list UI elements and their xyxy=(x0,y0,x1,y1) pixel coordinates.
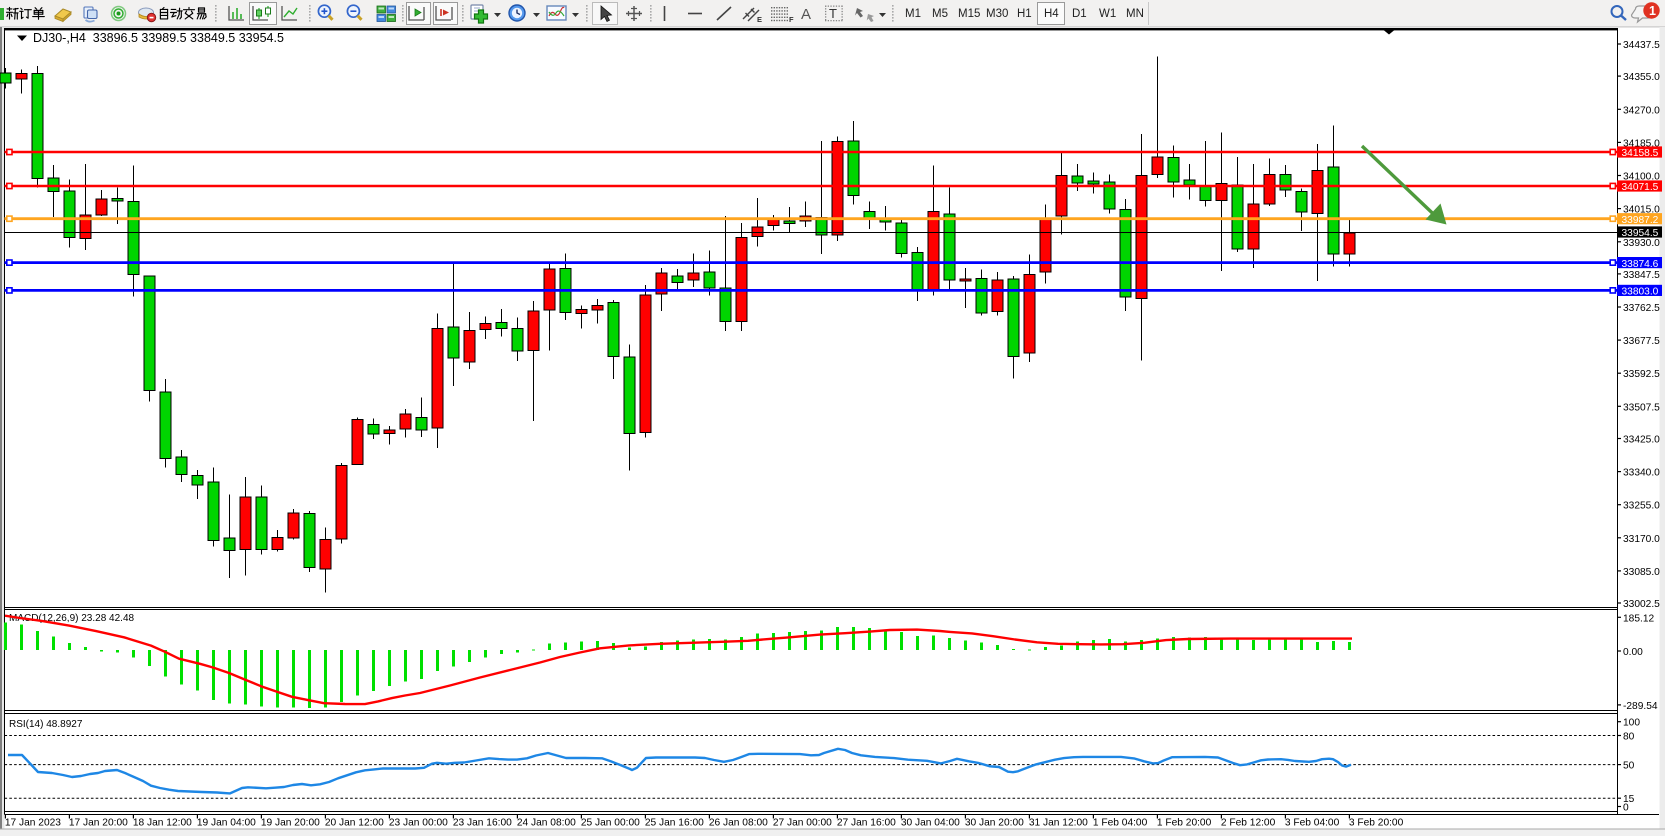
svg-text:M5: M5 xyxy=(932,8,948,20)
svg-text:RSI(14) 48.8927: RSI(14) 48.8927 xyxy=(9,719,83,730)
svg-text:33425.0: 33425.0 xyxy=(1623,435,1660,446)
svg-text:H1: H1 xyxy=(1017,8,1032,20)
svg-text:-289.54: -289.54 xyxy=(1623,701,1658,712)
svg-text:34015.0: 34015.0 xyxy=(1623,205,1660,216)
svg-text:34071.5: 34071.5 xyxy=(1622,182,1659,193)
svg-text:17 Jan 20:00: 17 Jan 20:00 xyxy=(69,818,128,829)
svg-text:33847.5: 33847.5 xyxy=(1623,270,1660,281)
svg-text:50: 50 xyxy=(1623,761,1635,772)
svg-text:H4: H4 xyxy=(1044,8,1059,20)
svg-text:27 Jan 16:00: 27 Jan 16:00 xyxy=(837,818,896,829)
svg-text:33930.0: 33930.0 xyxy=(1623,238,1660,249)
svg-text:34437.5: 34437.5 xyxy=(1623,40,1660,51)
svg-text:1 Feb 04:00: 1 Feb 04:00 xyxy=(1093,818,1148,829)
svg-text:26 Jan 08:00: 26 Jan 08:00 xyxy=(709,818,768,829)
svg-text:DJ30-,H4 33896.5 33989.5 3384: DJ30-,H4 33896.5 33989.5 33849.5 33954.5 xyxy=(33,31,284,45)
svg-text:24 Jan 08:00: 24 Jan 08:00 xyxy=(517,818,576,829)
svg-text:33002.5: 33002.5 xyxy=(1623,599,1660,610)
svg-text:W1: W1 xyxy=(1099,8,1116,20)
svg-text:D1: D1 xyxy=(1072,8,1087,20)
svg-text:15: 15 xyxy=(1623,794,1635,805)
svg-text:34185.0: 34185.0 xyxy=(1623,138,1660,149)
svg-text:34355.0: 34355.0 xyxy=(1623,72,1660,83)
svg-text:33592.5: 33592.5 xyxy=(1623,369,1660,380)
svg-text:33255.0: 33255.0 xyxy=(1623,501,1660,512)
svg-text:23 Jan 00:00: 23 Jan 00:00 xyxy=(389,818,448,829)
svg-text:17 Jan 2023: 17 Jan 2023 xyxy=(5,818,61,829)
svg-text:0.00: 0.00 xyxy=(1623,647,1643,658)
svg-text:MACD(12,26,9) 23.28 42.48: MACD(12,26,9) 23.28 42.48 xyxy=(9,613,135,624)
svg-text:18 Jan 12:00: 18 Jan 12:00 xyxy=(133,818,192,829)
svg-text:0: 0 xyxy=(1623,803,1629,814)
svg-text:33507.5: 33507.5 xyxy=(1623,402,1660,413)
svg-text:23 Jan 16:00: 23 Jan 16:00 xyxy=(453,818,512,829)
svg-text:34270.0: 34270.0 xyxy=(1623,105,1660,116)
svg-text:31 Jan 12:00: 31 Jan 12:00 xyxy=(1029,818,1088,829)
svg-text:M30: M30 xyxy=(986,8,1008,20)
svg-text:19 Jan 04:00: 19 Jan 04:00 xyxy=(197,818,256,829)
svg-text:33677.5: 33677.5 xyxy=(1623,336,1660,347)
svg-text:1 Feb 20:00: 1 Feb 20:00 xyxy=(1157,818,1212,829)
svg-text:33762.5: 33762.5 xyxy=(1623,303,1660,314)
svg-text:100: 100 xyxy=(1623,718,1640,729)
svg-text:T: T xyxy=(829,6,837,21)
svg-text:34158.5: 34158.5 xyxy=(1622,148,1659,159)
svg-text:19 Jan 20:00: 19 Jan 20:00 xyxy=(261,818,320,829)
svg-text:20 Jan 12:00: 20 Jan 12:00 xyxy=(325,818,384,829)
svg-text:27 Jan 00:00: 27 Jan 00:00 xyxy=(773,818,832,829)
svg-text:25 Jan 16:00: 25 Jan 16:00 xyxy=(645,818,704,829)
svg-text:33803.0: 33803.0 xyxy=(1622,287,1659,298)
svg-text:25 Jan 00:00: 25 Jan 00:00 xyxy=(581,818,640,829)
svg-text:3 Feb 20:00: 3 Feb 20:00 xyxy=(1349,818,1404,829)
svg-text:M15: M15 xyxy=(958,8,980,20)
svg-text:33085.0: 33085.0 xyxy=(1623,567,1660,578)
svg-text:1: 1 xyxy=(1649,4,1656,18)
svg-text:33874.6: 33874.6 xyxy=(1622,259,1659,270)
svg-text:3 Feb 04:00: 3 Feb 04:00 xyxy=(1285,818,1340,829)
svg-text:30 Jan 20:00: 30 Jan 20:00 xyxy=(965,818,1024,829)
svg-text:34100.0: 34100.0 xyxy=(1623,172,1660,183)
svg-text:33170.0: 33170.0 xyxy=(1623,534,1660,545)
svg-text:MN: MN xyxy=(1126,8,1144,20)
svg-text:185.12: 185.12 xyxy=(1623,613,1654,624)
svg-text:33340.0: 33340.0 xyxy=(1623,468,1660,479)
svg-text:F: F xyxy=(789,15,794,24)
svg-text:30 Jan 04:00: 30 Jan 04:00 xyxy=(901,818,960,829)
svg-text:2 Feb 12:00: 2 Feb 12:00 xyxy=(1221,818,1276,829)
svg-text:A: A xyxy=(801,6,811,23)
svg-text:33954.5: 33954.5 xyxy=(1622,228,1659,239)
svg-text:33987.2: 33987.2 xyxy=(1622,215,1659,226)
svg-text:E: E xyxy=(757,15,762,24)
svg-text:M1: M1 xyxy=(905,8,921,20)
svg-text:80: 80 xyxy=(1623,732,1635,743)
